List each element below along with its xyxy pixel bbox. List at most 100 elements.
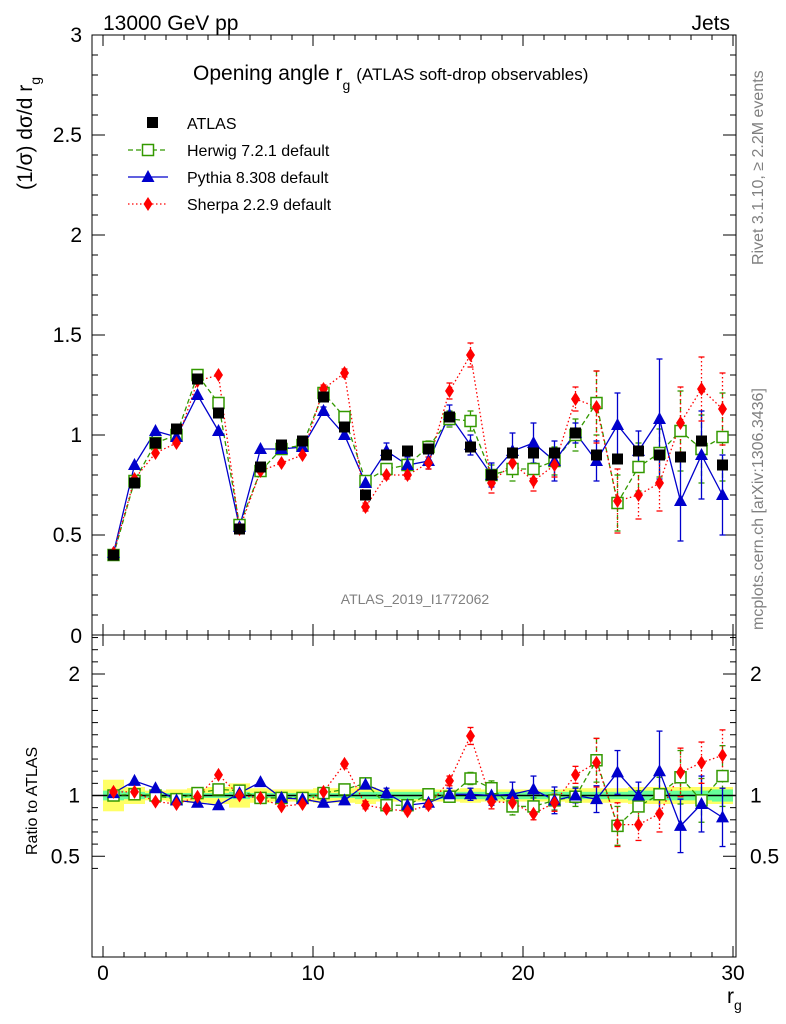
main-point-pythia (695, 448, 708, 460)
ratio-point-pythia (632, 788, 645, 801)
ratio-point-pythia (380, 786, 393, 799)
ratio-point-sherpa (592, 755, 601, 770)
x-tick-label: 10 (301, 962, 324, 985)
ratio-point-sherpa (508, 795, 517, 810)
ratio-point-sherpa (697, 755, 706, 770)
main-point-sherpa (424, 456, 433, 470)
ratio-point-sherpa (424, 798, 433, 813)
ratio-point-sherpa (235, 788, 244, 803)
ratio-point-sherpa (403, 804, 412, 819)
main-point-atlas (549, 447, 560, 459)
main-point-atlas (444, 411, 455, 423)
ratio-point-pythia (527, 782, 540, 795)
ratio-point-pythia (506, 787, 519, 800)
main-point-sherpa (550, 458, 559, 472)
ratio-point-sherpa (256, 790, 265, 805)
ratio-point-sherpa (193, 789, 202, 804)
main-point-sherpa (277, 456, 286, 470)
ratio-point-sherpa (466, 728, 475, 743)
ratio-point-pythia (254, 775, 267, 788)
mcplots-note: mcplots.cern.ch [arXiv:1306.3436] (750, 388, 767, 630)
ratio-point-pythia (401, 798, 414, 811)
main-point-atlas (402, 445, 413, 457)
main-point-herwig (716, 430, 729, 444)
ratio-point-pythia (149, 781, 162, 794)
x-tick-label: 20 (511, 962, 534, 985)
ratio-point-pythia (653, 764, 666, 777)
ratio-point-pythia (443, 787, 456, 800)
ratio-panel: 0 10 20 30 0.5 0.5 1 1 2 2 (51, 634, 779, 985)
ratio-point-sherpa (613, 817, 622, 832)
main-point-herwig (632, 460, 645, 474)
main-point-sherpa (676, 416, 685, 430)
analysis-id-label: ATLAS_2019_I1772062 (341, 591, 490, 607)
ratio-y-tick-label-right: 2 (750, 663, 762, 686)
main-point-sherpa (529, 474, 538, 488)
main-point-atlas (360, 489, 371, 501)
legend-label-sherpa: Sherpa 2.2.9 default (187, 197, 332, 214)
ratio-point-pythia (128, 773, 141, 786)
ratio-y-tick-label-left: 0.5 (51, 845, 80, 868)
plot-title: Opening angle rg(ATLAS soft-drop observa… (193, 62, 588, 93)
main-point-atlas (234, 523, 245, 535)
ratio-point-sherpa (571, 767, 580, 782)
main-point-pythia (359, 476, 372, 488)
ratio-point-sherpa (151, 794, 160, 809)
legend-marker-herwig (141, 143, 155, 157)
main-panel: 0.5 1 1.5 2 2.5 3 0 (53, 24, 737, 648)
legend-marker-pythia (141, 170, 155, 182)
main-point-sherpa (613, 494, 622, 508)
main-point-pythia (716, 488, 729, 500)
ratio-point-pythia (359, 777, 372, 790)
ratio-point-pythia (275, 790, 288, 803)
ratio-point-pythia (569, 788, 582, 801)
legend-label-herwig: Herwig 7.2.1 default (187, 143, 330, 160)
main-y-axis-label: (1/σ) dσ/d rg (14, 77, 43, 190)
main-point-atlas (213, 407, 224, 419)
ratio-y-tick-label-left: 2 (68, 663, 80, 686)
main-point-atlas (465, 441, 476, 453)
main-y-tick-label: 0.5 (53, 524, 82, 547)
main-point-atlas (381, 449, 392, 461)
main-point-atlas (612, 453, 623, 465)
main-point-sherpa (718, 402, 727, 416)
ratio-point-herwig (338, 783, 351, 796)
main-point-herwig (527, 462, 540, 476)
main-point-sherpa (634, 488, 643, 502)
main-point-pythia (401, 458, 414, 470)
main-point-sherpa (592, 400, 601, 414)
main-point-pythia (254, 442, 267, 454)
ratio-point-pythia (674, 818, 687, 831)
ratio-point-sherpa (655, 806, 664, 821)
ratio-point-sherpa (382, 801, 391, 816)
main-point-atlas (339, 421, 350, 433)
ratio-point-pythia (338, 793, 351, 806)
ratio-point-sherpa (676, 765, 685, 780)
x-tick-label: 0 (97, 962, 109, 985)
ratio-point-pythia (716, 810, 729, 823)
main-point-sherpa (214, 368, 223, 382)
ratio-point-sherpa (529, 806, 538, 821)
main-point-sherpa (298, 448, 307, 462)
main-point-atlas (255, 461, 266, 473)
main-point-sherpa (697, 382, 706, 396)
ratio-line-sherpa (113, 734, 723, 826)
main-point-herwig (464, 414, 477, 428)
main-point-atlas (696, 435, 707, 447)
category-label: Jets (691, 12, 730, 35)
main-point-pythia (317, 404, 330, 416)
ratio-point-sherpa (277, 799, 286, 814)
ratio-point-pythia (317, 795, 330, 808)
ratio-point-pythia (611, 765, 624, 778)
energy-label: 13000 GeV pp (103, 12, 238, 35)
ratio-point-herwig (464, 772, 477, 785)
ratio-point-herwig (632, 800, 645, 813)
main-point-atlas (276, 439, 287, 451)
main-y-tick-label: 1 (70, 424, 82, 447)
main-point-sherpa (382, 468, 391, 482)
ratio-point-sherpa (718, 748, 727, 763)
ratio-y-tick-label-left: 1 (68, 785, 80, 808)
main-point-sherpa (508, 456, 517, 470)
main-point-sherpa (445, 384, 454, 398)
main-y-tick-label: 2.5 (53, 124, 82, 147)
